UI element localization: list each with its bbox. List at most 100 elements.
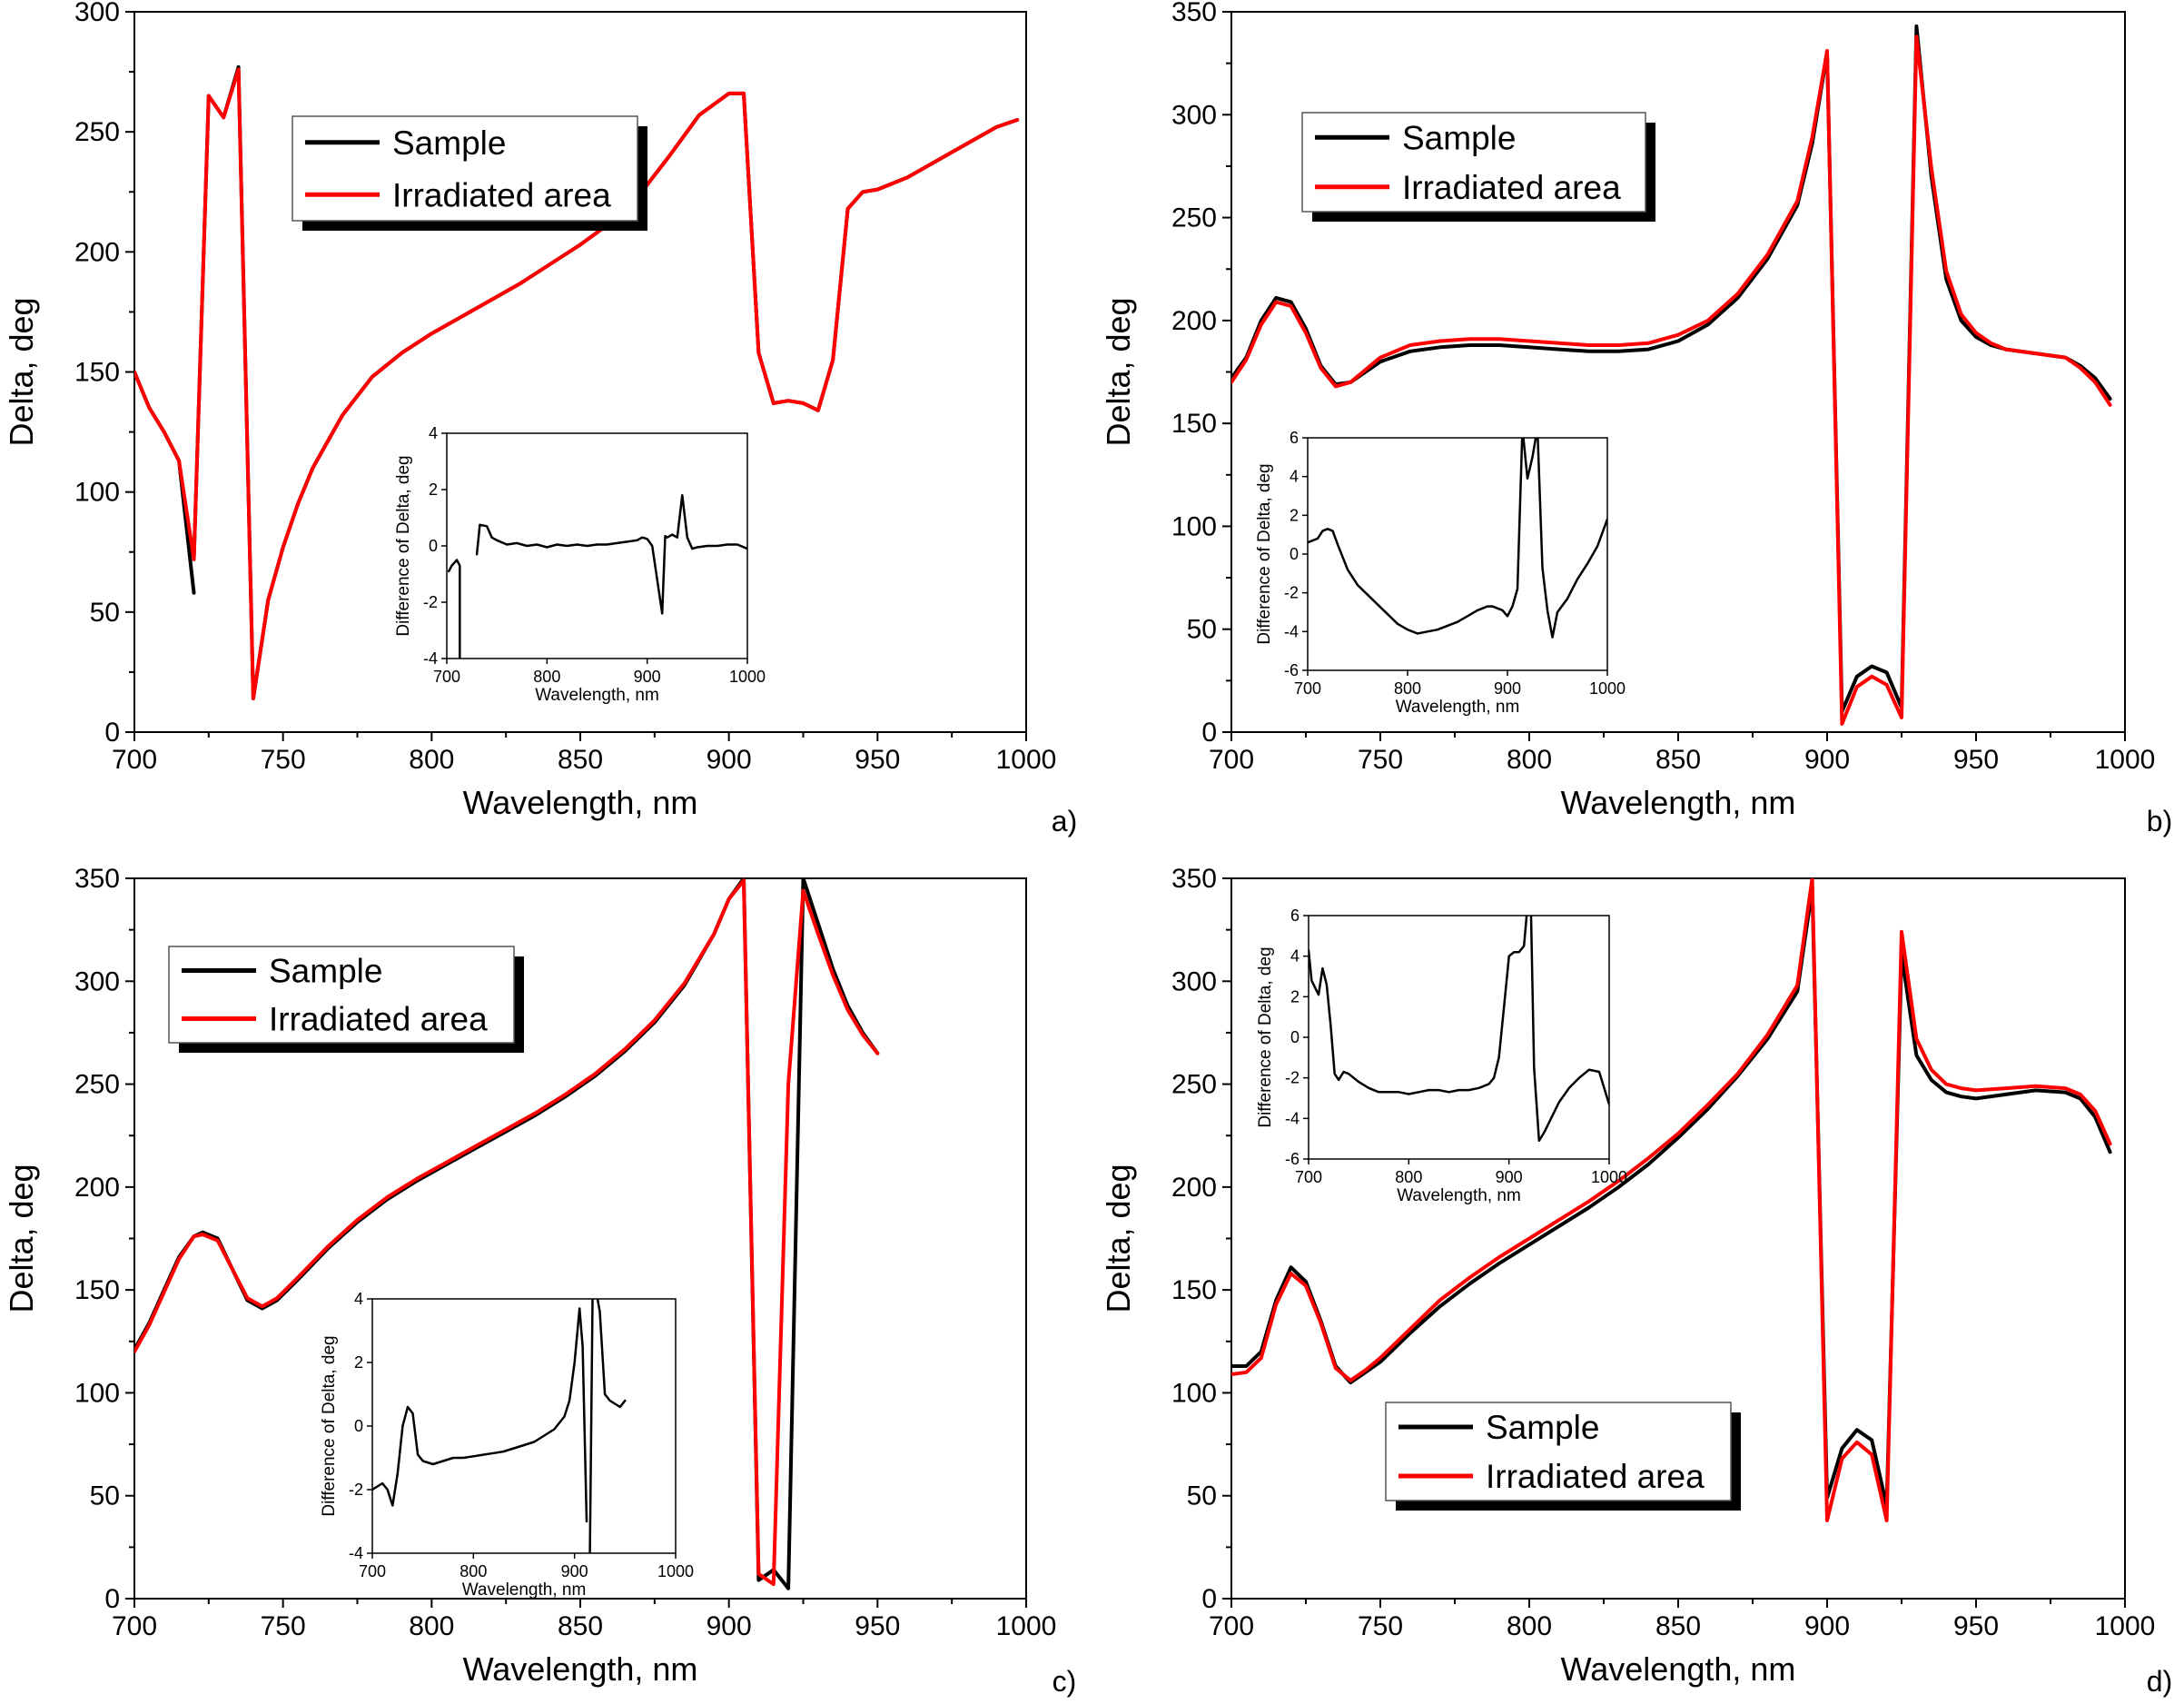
y-tick-label: 0 [1201,1584,1217,1614]
inset-y-tick-label: 0 [354,1417,363,1435]
y-tick-label: 50 [1187,1481,1217,1511]
x-tick-label: 850 [1655,1611,1701,1641]
inset-x-tick-label: 800 [1395,1168,1422,1186]
x-tick-label: 700 [112,1611,157,1641]
inset-y-tick-label: -6 [1285,1150,1300,1168]
x-tick-label: 850 [558,745,603,775]
inset-x-axis-title: Wavelength, nm [535,686,659,705]
x-tick-label: 750 [1358,745,1403,775]
inset-x-tick-label: 700 [433,668,460,686]
inset-x-tick-label: 1000 [657,1562,694,1580]
inset-y-tick-label: -2 [1284,584,1299,602]
panel-b: 700 750 800 850 900 950 1000 0 50 100 150 200 250 300… [1100,0,2172,837]
y-tick-label: 350 [1171,0,1217,27]
legend-box [168,946,515,1044]
inset-x-axis-title: Wavelength, nm [462,1580,587,1600]
x-tick-label: 800 [1507,745,1552,775]
inset-y-tick-label: -4 [349,1544,363,1562]
inset-difference-line [372,1299,627,1553]
x-tick-label: 950 [1953,1611,1999,1641]
inset-x-tick-label: 900 [1494,679,1521,698]
inset-y-tick-label: -6 [1284,661,1299,679]
x-tick-label: 1000 [996,745,1057,775]
series-irradiated-area-line [1231,35,2112,726]
y-tick-label: 150 [74,1275,120,1305]
y-axis-title: Delta, deg [1100,297,1137,446]
inset-y-tick-label: 0 [1290,545,1299,563]
y-tick-label: 200 [74,237,120,267]
x-tick-label: 950 [855,1611,900,1641]
legend-entry: Irradiated area [269,1001,488,1038]
inset-chart: 700 800 900 1000 -4 -2 0 2 4 Wavelength, nm Differ… [320,1290,694,1600]
inset-x-tick-label: 700 [1295,1168,1322,1186]
legend-entry: Sample [1402,119,1516,156]
inset-y-tick-label: 6 [1290,906,1300,925]
inset-y-tick-label: 2 [1290,506,1299,524]
inset-y-tick-label: 0 [1290,1028,1300,1046]
inset-y-tick-label: -2 [423,593,438,611]
legend-entry: Sample [1486,1409,1599,1446]
y-tick-label: 0 [104,1584,120,1614]
x-tick-label: 850 [558,1611,603,1641]
y-tick-label: 200 [74,1173,120,1203]
y-tick-label: 150 [1171,1275,1217,1305]
inset-y-tick-label: 6 [1290,429,1299,447]
panel-c: 700 750 800 850 900 950 1000 0 50 100 150 200 250 300… [3,864,1076,1698]
y-tick-label: 0 [1201,718,1217,748]
x-tick-label: 1000 [2095,1611,2156,1641]
legend-entry: Irradiated area [1486,1458,1705,1495]
y-tick-label: 250 [74,1070,120,1100]
inset-y-tick-label: 4 [354,1290,363,1308]
inset-chart: 700 800 900 1000 -6 -4 -2 0 2 4 6 Wavelength, nm Dif… [1256,906,1627,1205]
inset-y-tick-label: -4 [1284,622,1299,640]
inset-y-tick-label: -2 [1285,1069,1300,1087]
y-tick-label: 250 [74,117,120,147]
inset-y-axis-title: Difference of Delta, deg [320,1335,339,1516]
x-tick-label: 900 [707,1611,752,1641]
inset-x-tick-label: 1000 [1589,679,1626,698]
inset-y-tick-label: -4 [423,649,438,668]
legend-entry: Sample [392,124,506,162]
legend-box [1385,1402,1732,1501]
inset-x-axis-title: Wavelength, nm [1397,1186,1521,1205]
y-tick-label: 300 [1171,966,1217,996]
x-tick-label: 800 [1507,1611,1552,1641]
y-axis-title: Delta, deg [1100,1164,1137,1313]
inset-frame [446,432,748,659]
y-tick-label: 50 [1187,615,1217,645]
series-irradiated-area-line [134,878,880,1587]
x-axis-title: Wavelength, nm [463,1650,698,1688]
inset-difference-line [1309,916,1609,1143]
legend-box [292,115,638,222]
series-irradiated-area-line [1231,878,2112,1522]
legend-entry: Irradiated area [1402,169,1621,206]
x-tick-label: 900 [1804,1611,1850,1641]
inset-x-tick-label: 700 [359,1562,386,1580]
panel-a: 700 750 800 850 900 950 1000 0 50 100 150 200 250 300… [3,0,1077,837]
inset-difference-line [1308,438,1607,639]
x-tick-label: 900 [1804,745,1850,775]
inset-y-tick-label: 4 [429,424,438,442]
inset-frame [371,1298,677,1554]
y-tick-label: 350 [1171,864,1217,894]
y-axis-title: Delta, deg [3,297,40,446]
x-tick-label: 950 [1953,745,1999,775]
series-irradiated-area-line [134,67,1020,700]
inset-y-tick-label: -4 [1285,1109,1300,1127]
inset-difference-line [447,493,747,659]
inset-x-tick-label: 1000 [1591,1168,1627,1186]
y-axis-title: Delta, deg [3,1164,40,1313]
x-tick-label: 700 [1209,745,1254,775]
x-tick-label: 850 [1655,745,1701,775]
y-tick-label: 250 [1171,1070,1217,1100]
inset-x-tick-label: 800 [533,668,560,686]
inset-y-tick-label: 4 [1290,468,1299,486]
inset-y-tick-label: 4 [1290,947,1300,966]
y-tick-label: 0 [104,718,120,748]
y-tick-label: 150 [1171,409,1217,439]
y-tick-label: 350 [74,864,120,894]
x-tick-label: 900 [707,745,752,775]
panel-label: a) [1052,805,1077,837]
panel-label: b) [2147,805,2172,837]
x-axis-title: Wavelength, nm [463,784,698,821]
